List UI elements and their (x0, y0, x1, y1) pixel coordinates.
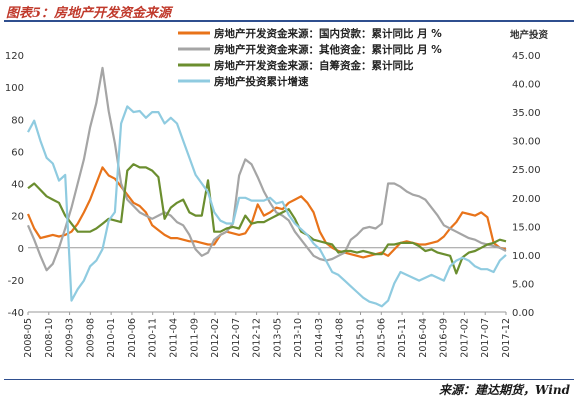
axes-layer: -40 -20 0 20 40 60 80 100 120 0.00 5.00 10.00 15.00 2… (5, 29, 549, 358)
x-tick-label: 2016-09 (439, 318, 450, 358)
right-tick-label: 5.00 (512, 279, 534, 290)
left-tick-label: 20 (11, 212, 24, 223)
source-note: 来源：建达期货，Wind (439, 383, 570, 397)
legend: 房地产开发资金来源：国内贷款：累计同比 月 % 房地产开发资金来源：其他资金：累计… (178, 27, 442, 88)
right-tick-label: 40.00 (512, 80, 541, 91)
x-tick-label: 2015-11 (397, 318, 408, 358)
x-tick-label: 2017-12 (501, 318, 512, 358)
chart-title: 图表5：房地产开发资金来源 (6, 6, 172, 21)
left-tick-label: 100 (5, 83, 24, 94)
legend-label: 房地产开发资金来源：其他资金：累计同比 月 % (214, 43, 442, 56)
x-tick-label: 2008-10 (44, 318, 55, 358)
x-tick-label: 2009-08 (85, 318, 96, 358)
right-axis-label: 地产投资 (510, 29, 549, 41)
x-tick-label: 2012-02 (210, 318, 221, 358)
right-tick-label: 25.00 (512, 165, 541, 176)
x-tick-label: 2012-12 (252, 318, 263, 358)
x-tick-label: 2017-07 (480, 318, 491, 358)
x-tick-label: 2010-06 (127, 318, 138, 358)
left-tick-label: 0 (18, 244, 24, 255)
title-bar: 图表5：房地产开发资金来源 (4, 2, 574, 22)
left-tick-label: 80 (11, 115, 24, 126)
series-line-4 (27, 105, 507, 308)
x-tick-label: 2013-05 (272, 318, 283, 358)
x-tick-label: 2017-02 (459, 318, 470, 358)
x-tick-label: 2012-07 (231, 318, 242, 358)
right-tick-label: 15.00 (512, 222, 541, 233)
legend-label: 房地产投资累计增速 (214, 75, 309, 88)
legend-label: 房地产开发资金来源：自筹资金：累计同比 (214, 59, 414, 72)
series-line-2 (26, 66, 507, 272)
left-tick-label: 120 (5, 51, 24, 62)
right-tick-label: 0.00 (512, 308, 534, 319)
x-tick-label: 2013-10 (293, 318, 304, 358)
x-tick-label: 2008-05 (23, 318, 34, 358)
x-tick-label: 2009-03 (65, 318, 76, 358)
x-tick-label: 2011-09 (189, 318, 200, 358)
x-tick-label: 2011-04 (168, 318, 179, 358)
x-tick-label: 2015-01 (356, 318, 367, 358)
left-tick-label: 40 (11, 180, 24, 191)
left-tick-label: -40 (8, 308, 24, 319)
x-tick-label: 2010-01 (106, 318, 117, 358)
series-line-3 (27, 163, 507, 275)
x-tick-label: 2014-03 (314, 318, 325, 358)
legend-label: 房地产开发资金来源：国内贷款：累计同比 月 % (214, 27, 442, 40)
right-tick-label: 10.00 (512, 251, 541, 262)
x-tick-label: 2014-08 (335, 318, 346, 358)
right-tick-label: 30.00 (512, 137, 541, 148)
x-tick-label: 2016-04 (418, 318, 429, 358)
x-tick-label: 2015-06 (376, 318, 387, 358)
right-tick-label: 35.00 (512, 108, 541, 119)
x-tick-label: 2010-11 (148, 318, 159, 358)
series-layer (26, 66, 507, 308)
right-tick-label: 45.00 (512, 51, 541, 62)
right-tick-label: 20.00 (512, 194, 541, 205)
left-tick-label: 60 (11, 147, 24, 158)
series-line-1 (26, 166, 507, 259)
source-divider (4, 379, 574, 380)
left-tick-label: -20 (8, 276, 24, 287)
